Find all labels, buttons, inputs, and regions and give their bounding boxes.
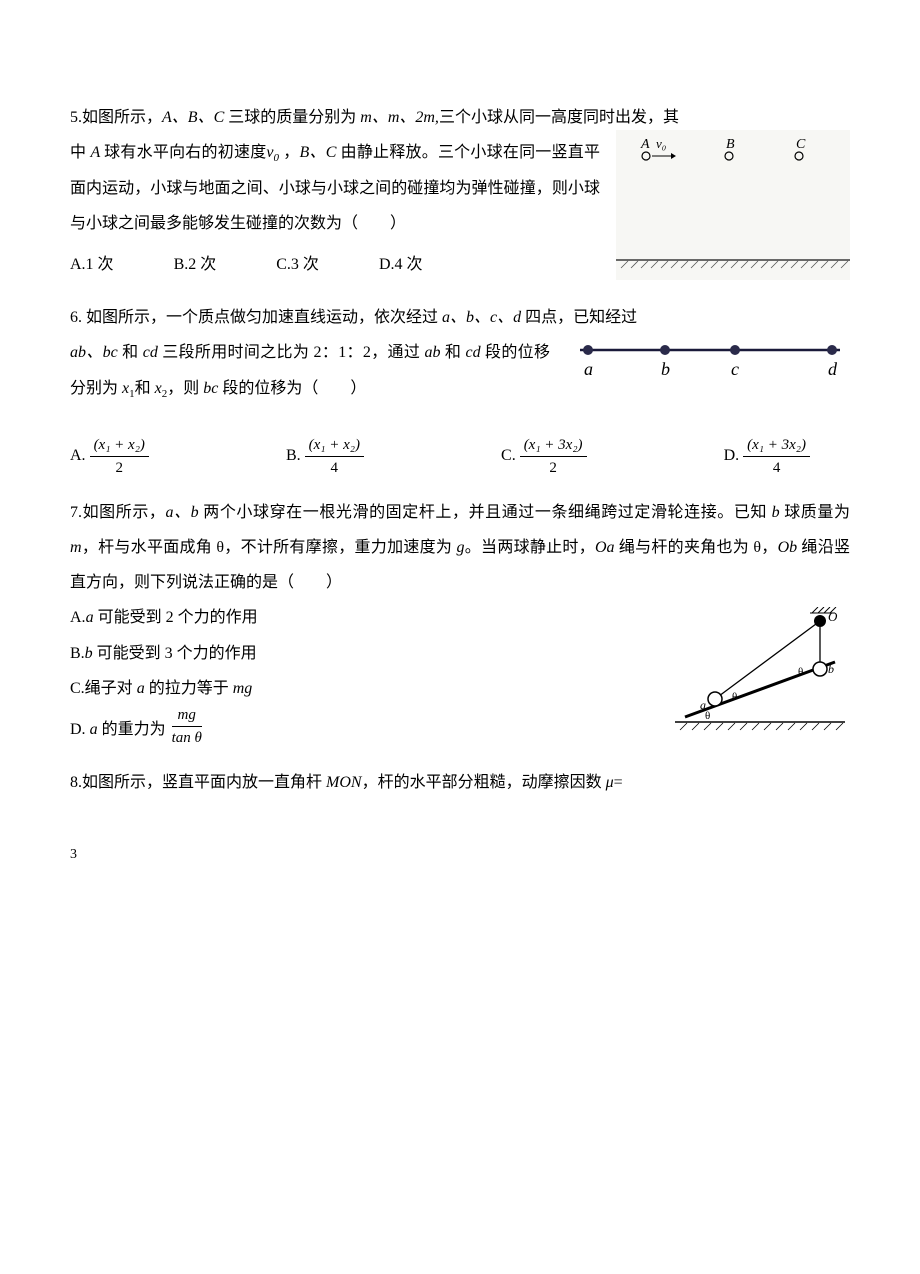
q8-body: 8.如图所示，竖直平面内放一直角杆 MON，杆的水平部分粗糙，动摩擦因数 μ= xyxy=(70,765,850,800)
q6-opt-a: A.(x₁ + x₂)2 xyxy=(70,436,149,477)
svg-text:θ: θ xyxy=(705,710,710,722)
svg-text:A: A xyxy=(640,137,650,152)
q8-number: 8. xyxy=(70,774,82,791)
svg-text:c: c xyxy=(731,359,739,379)
svg-text:b: b xyxy=(828,662,834,676)
q6-opt-d: D.(x₁ + 3x₂)4 xyxy=(724,436,810,477)
q5-figure: A v₀ B C xyxy=(616,130,850,280)
q5-number: 5. xyxy=(70,109,82,126)
q6-opt-b: B.(x₁ + x₂)4 xyxy=(286,436,364,477)
svg-text:O: O xyxy=(828,609,838,624)
question-7: 7.如图所示，a、b 两个小球穿在一根光滑的固定杆上，并且通过一条细绳跨过定滑轮… xyxy=(70,495,850,747)
q5-opt-a: A.1 次 xyxy=(70,247,114,282)
page-number: 3 xyxy=(70,840,850,871)
svg-text:B: B xyxy=(726,137,735,152)
svg-text:b: b xyxy=(661,359,670,379)
q6-number: 6. xyxy=(70,309,86,326)
q6-figure: a b c d xyxy=(570,330,850,386)
q5-opt-c: C.3 次 xyxy=(276,247,319,282)
q7-body: 7.如图所示，a、b 两个小球穿在一根光滑的固定杆上，并且通过一条细绳跨过定滑轮… xyxy=(70,495,850,601)
svg-text:θ: θ xyxy=(732,691,737,703)
question-6: 6. 如图所示，一个质点做匀加速直线运动，依次经过 a、b、c、d 四点，已知经… xyxy=(70,300,850,477)
q5-opt-b: B.2 次 xyxy=(174,247,217,282)
q6-opt-c: C.(x₁ + 3x₂)2 xyxy=(501,436,587,477)
svg-text:d: d xyxy=(828,359,838,379)
svg-text:C: C xyxy=(796,137,806,152)
question-8: 8.如图所示，竖直平面内放一直角杆 MON，杆的水平部分粗糙，动摩擦因数 μ= xyxy=(70,765,850,800)
q5-opt-d: D.4 次 xyxy=(379,247,423,282)
svg-text:a: a xyxy=(584,359,593,379)
svg-text:v₀: v₀ xyxy=(656,136,666,151)
q7-figure: O a b θ θ θ xyxy=(670,607,850,737)
svg-text:θ: θ xyxy=(798,666,803,678)
q6-options: A.(x₁ + x₂)2 B.(x₁ + x₂)4 C.(x₁ + 3x₂)2 … xyxy=(70,436,850,477)
question-5: 5.如图所示，A、B、C 三球的质量分别为 m、m、2m,三个小球从同一高度同时… xyxy=(70,100,850,282)
q7-number: 7. xyxy=(70,504,82,521)
